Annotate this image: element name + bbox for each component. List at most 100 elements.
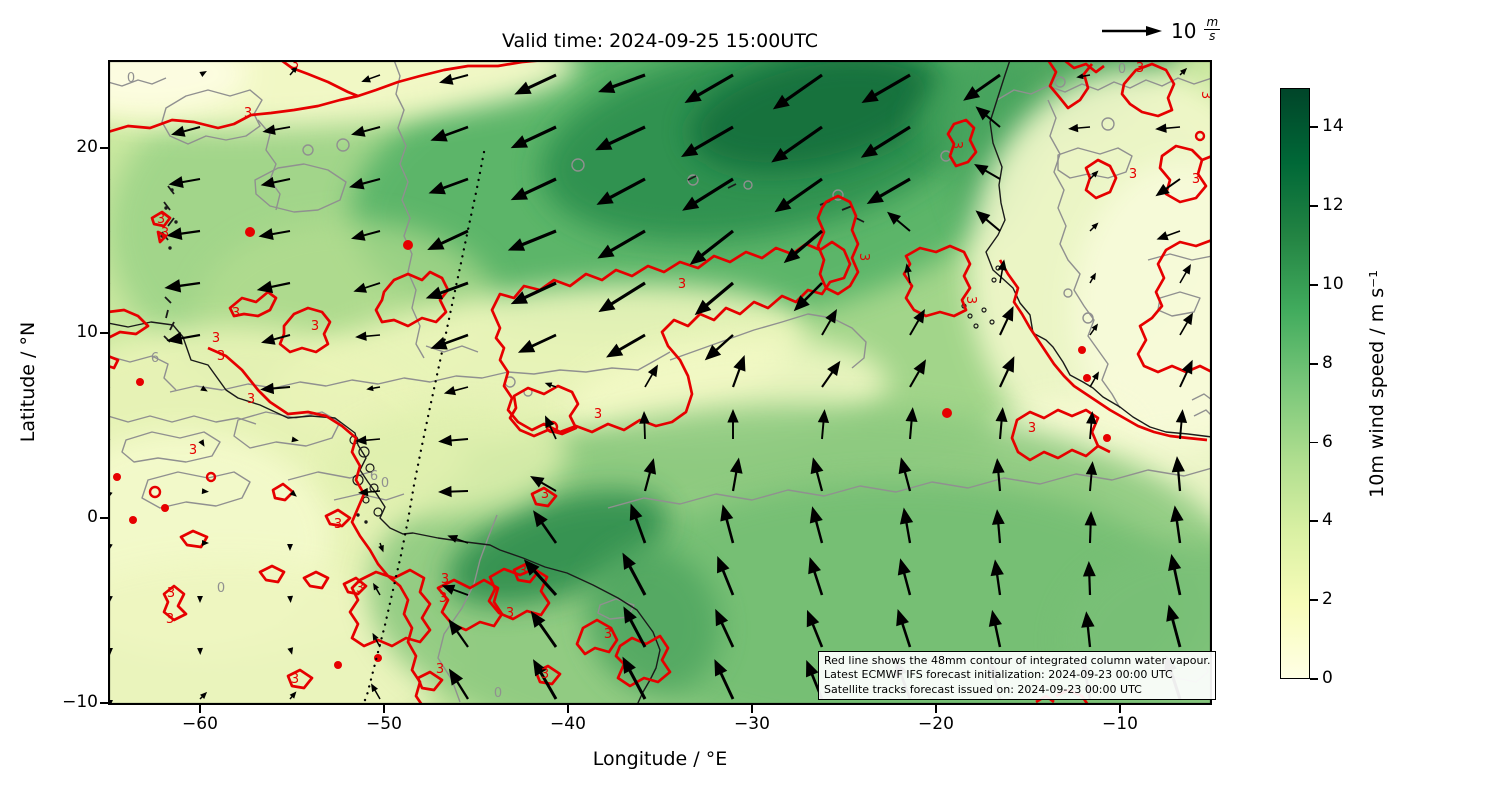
contour-label: 3 — [541, 487, 549, 502]
red-contour-ring — [1194, 130, 1206, 142]
colorbar-tick — [1310, 441, 1318, 444]
wind-arrow — [1175, 409, 1188, 440]
wind-arrow — [366, 385, 381, 392]
red-contour-dot — [403, 240, 413, 250]
contour-label: 0 — [127, 71, 135, 86]
contour-label: 0 — [1118, 62, 1126, 77]
wind-arrow — [1081, 611, 1095, 648]
red-contour-dot — [1103, 434, 1111, 442]
wind-arrow — [990, 559, 1004, 596]
contour-label: 3 — [1028, 421, 1036, 436]
wind-arrow — [997, 259, 1007, 284]
wind-arrow — [899, 507, 914, 544]
quiver-key-arrow — [1102, 26, 1162, 37]
wind-arrow — [262, 124, 291, 135]
wind-arrow — [168, 176, 201, 189]
wind-arrow — [904, 263, 912, 284]
wind-arrow — [905, 407, 918, 440]
wind-arrow — [715, 608, 735, 648]
wind-arrow — [443, 385, 469, 396]
gray-contour-ring — [571, 158, 585, 172]
satellite-track — [361, 150, 486, 705]
wind-arrow — [606, 333, 646, 358]
wind-arrow — [260, 382, 291, 395]
red-contour-icwv — [286, 668, 314, 690]
wind-arrow — [999, 305, 1014, 336]
contour-label: 3 — [441, 572, 449, 587]
x-tick — [199, 705, 201, 713]
red-contour-icwv — [1097, 444, 1111, 454]
colorbar-tick-label: 12 — [1322, 195, 1344, 216]
wind-arrow — [256, 280, 291, 294]
wind-arrow — [507, 229, 557, 251]
contour-label: 3 — [439, 591, 447, 606]
wind-arrow — [291, 436, 299, 443]
wind-arrow — [774, 177, 823, 213]
wind-arrow — [629, 503, 647, 544]
wind-arrow — [372, 632, 381, 648]
red-contour-icwv — [1046, 60, 1094, 110]
wind-arrow — [1179, 312, 1193, 336]
gray-contour-ring — [743, 180, 753, 190]
wind-arrows — [108, 65, 1193, 705]
red-contour-icwv — [487, 567, 551, 621]
black-contour-fragment — [855, 217, 865, 223]
colorbar-tick-label: 4 — [1322, 510, 1333, 531]
red-contour-icwv — [530, 486, 558, 508]
contour-label: 6 — [370, 469, 378, 484]
contour-label: 3 — [189, 443, 197, 458]
red-contour-icwv — [302, 570, 330, 590]
contour-label: 0 — [494, 686, 502, 701]
wind-arrow — [731, 355, 746, 388]
red-contour-icwv — [436, 578, 504, 632]
red-contour-dot — [334, 661, 342, 669]
wind-arrow — [197, 647, 203, 655]
island-outline — [967, 313, 973, 319]
wind-arrow — [351, 229, 381, 241]
island-outline — [362, 496, 370, 504]
wind-arrow — [425, 281, 469, 300]
contour-label: 3 — [506, 606, 514, 621]
wind-arrow — [714, 659, 735, 700]
red-contour-dot — [113, 473, 121, 481]
wind-arrow — [623, 606, 647, 648]
gray-contour — [108, 355, 177, 391]
wind-arrow — [533, 659, 558, 700]
wind-arrow — [720, 504, 735, 544]
colorbar-label: 10m wind speed / m s⁻¹ — [1366, 270, 1388, 498]
wind-arrow — [258, 228, 291, 241]
red-contour-icwv — [816, 194, 860, 296]
wind-arrow — [860, 125, 911, 158]
contour-label: 0 — [381, 476, 389, 491]
wind-arrow — [992, 458, 1005, 492]
gray-contour — [254, 163, 347, 213]
island-outline — [991, 277, 997, 283]
red-contour-icwv — [1063, 60, 1105, 74]
wind-arrow — [530, 610, 558, 648]
contour-label: 3 — [963, 296, 978, 304]
field-blob — [447, 490, 669, 606]
contour-label: 3 — [1129, 167, 1137, 182]
wind-arrow — [197, 596, 203, 603]
y-tick — [100, 147, 108, 149]
contour-label: 3 — [519, 564, 527, 579]
island-outline — [973, 323, 979, 329]
red-contour-icwv — [162, 584, 188, 622]
wind-arrow — [514, 73, 557, 95]
red-contour-icwv — [348, 568, 432, 648]
red-contour-icwv — [280, 60, 359, 98]
wind-arrow — [351, 125, 381, 137]
gray-contour — [607, 467, 1212, 509]
wind-arrow — [821, 309, 837, 336]
red-contour-icwv — [512, 562, 540, 584]
wind-arrow — [817, 409, 830, 440]
red-contour-dot — [1078, 346, 1086, 354]
plot-title: Valid time: 2024-09-25 15:00UTC — [501, 30, 819, 52]
field-blob — [328, 404, 568, 516]
gray-contour — [108, 415, 257, 425]
annotation-box: Red line shows the 48mm contour of integ… — [818, 651, 1217, 700]
wind-arrow — [166, 331, 201, 345]
red-contour-icwv — [150, 210, 172, 228]
y-tick — [100, 517, 108, 519]
